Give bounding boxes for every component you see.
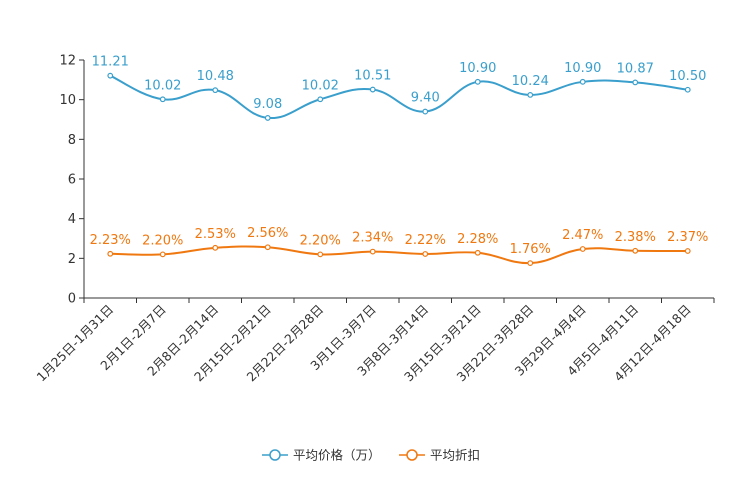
legend-marker-icon [269, 449, 281, 461]
y-tick-label: 12 [59, 54, 76, 69]
data-label: 2.56% [247, 226, 288, 241]
legend-item-average-price[interactable]: 平均价格（万） [262, 448, 381, 463]
data-point[interactable] [212, 87, 219, 94]
data-point[interactable] [159, 251, 166, 258]
data-point[interactable] [579, 246, 586, 252]
y-axis-ticks: 0 2 4 6 8 10 12 [59, 54, 84, 307]
data-label: 2.34% [352, 231, 393, 246]
data-point[interactable] [107, 250, 114, 257]
data-point[interactable] [317, 251, 324, 258]
data-point[interactable] [527, 260, 534, 266]
data-point[interactable] [684, 248, 691, 254]
data-point[interactable] [474, 249, 481, 256]
y-tick-label: 2 [68, 252, 76, 267]
data-label: 10.90 [564, 61, 601, 76]
data-label: 10.90 [459, 61, 496, 76]
legend-label: 平均价格（万） [293, 448, 381, 463]
y-tick-label: 10 [59, 93, 76, 108]
legend-item-average-discount[interactable]: 平均折扣 [399, 448, 480, 463]
data-point[interactable] [317, 96, 324, 103]
data-point[interactable] [632, 79, 639, 86]
data-point[interactable] [579, 78, 586, 85]
data-label: 9.08 [253, 97, 282, 112]
legend-marker-icon [406, 449, 418, 461]
data-point[interactable] [264, 244, 271, 251]
data-label: 10.87 [617, 61, 654, 76]
series-average-discount: 2.23% 2.20% 2.53% 2.56% 2.20% 2.34% 2.22% 2.28%… [90, 226, 708, 266]
data-point[interactable] [212, 244, 219, 251]
data-point[interactable] [474, 78, 481, 85]
y-tick-label: 8 [68, 133, 76, 148]
data-point[interactable] [369, 248, 376, 255]
data-label: 1.76% [510, 242, 551, 257]
data-label: 10.02 [302, 78, 339, 93]
data-point[interactable] [422, 251, 429, 257]
series-average-price: 11.21 10.02 10.48 9.08 10.02 10.51 9.40 10.90 10… [92, 55, 706, 121]
data-label: 2.37% [667, 230, 708, 245]
data-label: 10.48 [197, 69, 234, 84]
data-point[interactable] [684, 86, 691, 93]
series-line [110, 245, 688, 265]
y-tick-label: 6 [68, 173, 76, 188]
legend[interactable]: 平均价格（万） 平均折扣 [262, 448, 480, 463]
data-point[interactable] [422, 108, 429, 115]
data-label: 2.28% [457, 232, 498, 247]
data-label: 9.40 [411, 91, 440, 106]
data-point[interactable] [632, 247, 639, 254]
data-label: 2.20% [300, 233, 341, 248]
y-tick-label: 4 [68, 212, 76, 227]
data-label: 10.24 [512, 74, 549, 89]
data-label: 2.23% [90, 233, 131, 248]
data-point[interactable] [369, 86, 376, 93]
legend-label: 平均折扣 [430, 448, 480, 463]
data-label: 2.47% [562, 228, 603, 243]
data-label: 10.02 [144, 78, 181, 93]
data-label: 2.53% [195, 227, 236, 242]
series-layer: 11.21 10.02 10.48 9.08 10.02 10.51 9.40 10.90 10… [90, 55, 708, 266]
x-category-label: 1月25日-1月31日 [33, 302, 116, 385]
data-label: 2.22% [405, 233, 446, 248]
y-tick-label: 0 [68, 292, 76, 307]
data-label: 11.21 [92, 55, 129, 70]
axes [83, 60, 714, 299]
x-axis-ticks: 1月25日-1月31日2月1日-2月7日2月8日-2月14日2月15日-2月21… [33, 298, 715, 385]
data-point[interactable] [264, 115, 271, 121]
data-label: 10.51 [354, 69, 391, 84]
data-point[interactable] [107, 72, 114, 79]
data-label: 10.50 [669, 69, 706, 84]
data-label: 2.20% [142, 233, 183, 248]
data-point[interactable] [159, 96, 166, 103]
data-point[interactable] [527, 92, 534, 98]
data-label: 2.38% [615, 230, 656, 245]
